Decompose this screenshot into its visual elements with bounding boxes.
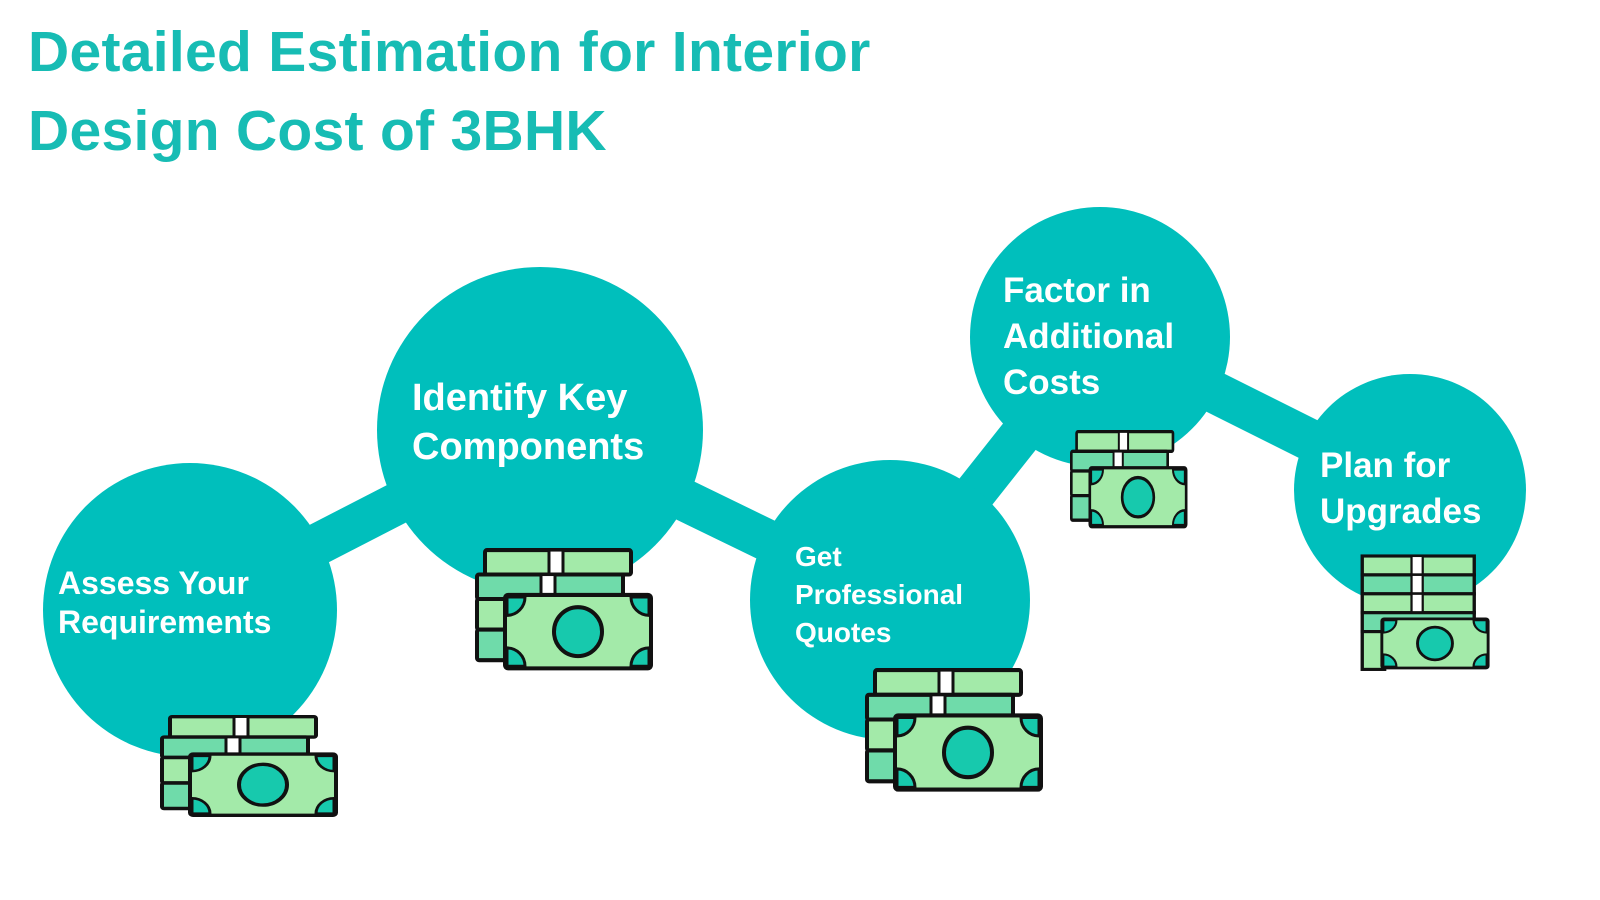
- step-label-line: Quotes: [795, 617, 892, 649]
- step-label-line: Factor in: [1003, 271, 1151, 310]
- step-label-line: Identify Key: [412, 377, 628, 419]
- step-label-line: Additional: [1003, 317, 1175, 357]
- money-stack-icon: [162, 717, 336, 816]
- step-circle-4: [970, 207, 1230, 467]
- step-label-3: Get Professional Quotes: [795, 538, 963, 652]
- title-line-1: Detailed Estimation for Interior: [28, 20, 871, 84]
- step-label-line: Requirements: [58, 604, 272, 641]
- step-circle-5: [1294, 374, 1526, 606]
- step-label-line: Plan for: [1320, 446, 1451, 485]
- title-line-2: Design Cost of 3BHK: [28, 99, 607, 163]
- money-stack-icon: [1362, 556, 1488, 669]
- money-stack-icon: [867, 670, 1041, 789]
- step-label-line: Assess Your: [58, 565, 249, 601]
- step-label-line: Get: [795, 541, 842, 572]
- step-label-line: Costs: [1003, 363, 1101, 403]
- step-label-line: Components: [412, 425, 645, 468]
- step-label-2: Identify Key Components: [412, 374, 644, 471]
- step-circle-2: [377, 267, 703, 593]
- step-label-1: Assess Your Requirements: [58, 564, 271, 642]
- step-circle-1: [43, 463, 337, 757]
- money-stack-icon: [1071, 432, 1186, 527]
- step-label-line: Professional: [795, 579, 964, 611]
- step-label-4: Factor in Additional Costs: [1003, 268, 1174, 407]
- step-label-5: Plan for Upgrades: [1320, 443, 1481, 535]
- step-label-line: Upgrades: [1320, 492, 1482, 532]
- money-stack-icon: [477, 550, 651, 668]
